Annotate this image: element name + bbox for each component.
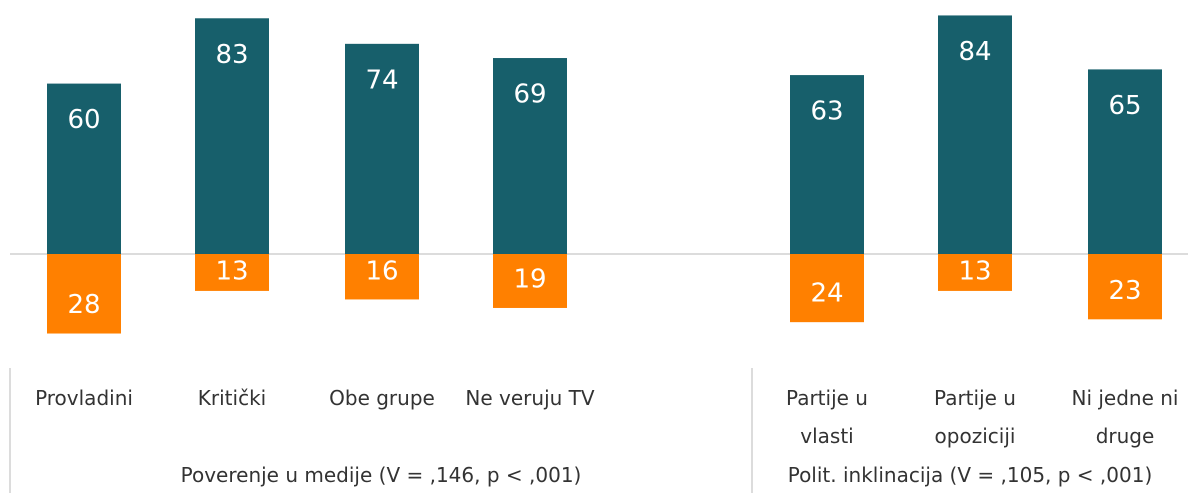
bar — [47, 254, 121, 334]
value-label: 65 — [1108, 91, 1141, 121]
category-label: Ne veruju TV — [465, 386, 595, 410]
value-label: 60 — [67, 105, 100, 135]
bar — [1088, 254, 1162, 320]
bar — [790, 75, 864, 254]
value-label: 23 — [1108, 276, 1141, 306]
category-label: Kritički — [197, 386, 267, 410]
bar — [345, 254, 419, 300]
value-label: 84 — [958, 37, 991, 67]
bar — [493, 58, 567, 254]
value-label: 83 — [215, 40, 248, 70]
value-label: 69 — [513, 80, 546, 110]
bar — [195, 254, 269, 291]
category-label: Provladini — [35, 386, 133, 410]
value-label: 13 — [215, 257, 248, 287]
group-label: Poverenje u medije (V = ,146, p < ,001) — [180, 463, 582, 487]
bar — [938, 254, 1012, 291]
bar — [790, 254, 864, 323]
bar — [345, 43, 419, 255]
bar — [47, 83, 121, 254]
value-label: 28 — [67, 290, 100, 320]
group-label: Polit. inklinacija (V = ,105, p < ,001) — [787, 463, 1153, 487]
bar — [195, 18, 269, 255]
category-label: Ni jedne ni druge — [1071, 386, 1179, 448]
value-label: 13 — [958, 257, 991, 287]
value-label: 16 — [365, 257, 398, 287]
bar — [1088, 69, 1162, 255]
value-label: 63 — [810, 97, 843, 127]
bar — [938, 15, 1012, 254]
category-label: Partije u opoziciji — [934, 386, 1016, 448]
bar — [493, 254, 567, 308]
value-label: 24 — [810, 279, 843, 309]
value-label: 74 — [365, 65, 398, 95]
value-label: 19 — [513, 264, 546, 294]
category-label: Partije u vlasti — [786, 386, 868, 448]
category-label: Obe grupe — [329, 386, 435, 410]
